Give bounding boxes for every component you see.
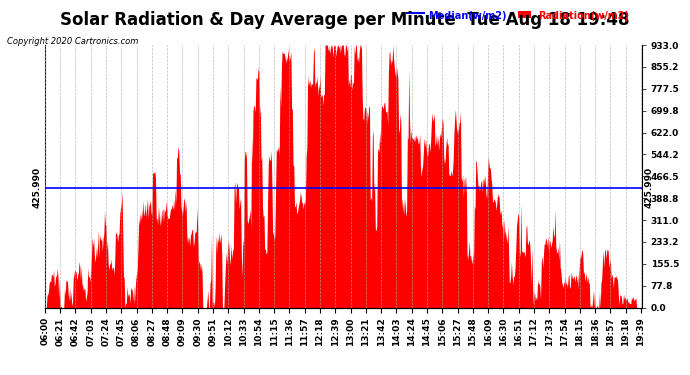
Text: 425.990: 425.990 (33, 167, 42, 208)
Text: 425.990: 425.990 (644, 167, 653, 208)
Text: Solar Radiation & Day Average per Minute  Tue Aug 18 19:48: Solar Radiation & Day Average per Minute… (60, 11, 630, 29)
Text: Copyright 2020 Cartronics.com: Copyright 2020 Cartronics.com (7, 38, 138, 46)
Text: Radiation(w/m2): Radiation(w/m2) (538, 11, 629, 21)
Text: Median(w/m2): Median(w/m2) (428, 11, 506, 21)
